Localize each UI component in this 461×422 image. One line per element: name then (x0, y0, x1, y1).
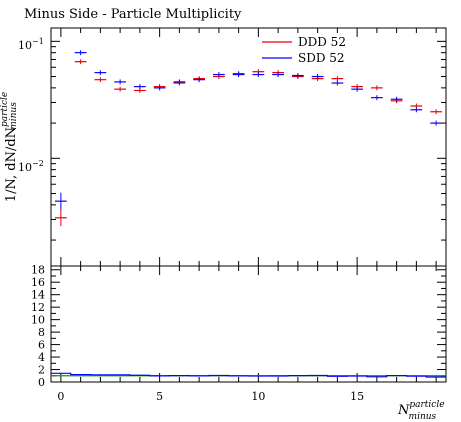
ratio-y-tick-label: 0 (38, 376, 45, 389)
ratio-point (99, 374, 101, 376)
ratio-point (139, 374, 141, 376)
ratio-point (238, 375, 240, 377)
ratio-series (51, 372, 446, 378)
y-tick-label-1e-1: 10−1 (18, 37, 44, 52)
main-y-axis-label: 1/N, dN/dNparticleminus (0, 92, 19, 202)
y-tick-label-1e-2: 10−2 (18, 159, 44, 174)
ratio-plot-frame (50, 265, 447, 383)
legend: DDD 52 SDD 52 (262, 35, 346, 65)
series-ddd-52 (55, 59, 442, 227)
ratio-point (80, 373, 82, 376)
main-series (55, 50, 442, 227)
series-sdd-52 (55, 50, 442, 210)
ratio-y-tick-label: 6 (38, 339, 45, 352)
ratio-point (317, 374, 319, 377)
ratio-y-tick-label: 8 (38, 326, 45, 339)
ratio-point (60, 375, 62, 377)
ratio-y-tick-label: 4 (38, 351, 45, 364)
ratio-point (119, 375, 121, 377)
ratio-series-1 (51, 372, 446, 378)
main-plot-frame (50, 27, 447, 267)
x-tick-label: 0 (57, 390, 64, 403)
x-tick-label: 5 (156, 390, 163, 403)
ratio-point (257, 375, 259, 377)
x-tick-label: 15 (350, 390, 364, 403)
ratio-point (277, 375, 279, 377)
ratio-point (178, 375, 180, 377)
ratio-y-tick-label: 14 (31, 289, 45, 302)
x-axis-label: Nparticle minus (397, 400, 445, 422)
legend-sdd-label: SDD 52 (298, 51, 345, 65)
y-label-sup: particle (0, 92, 10, 127)
ratio-point (99, 375, 101, 377)
main-axis-ticks (51, 28, 446, 266)
ratio-point (60, 372, 62, 374)
ratio-point (356, 375, 358, 377)
ratio-point (119, 374, 121, 376)
y-label-text: 1/N, dN/dN (4, 127, 19, 202)
ratio-point (396, 374, 398, 377)
ratio-point (376, 375, 378, 377)
ratio-point (80, 375, 82, 377)
svg-text:1/N, dN/dNparticleminus: 1/N, dN/dNparticleminus (0, 92, 19, 202)
chart-title: Minus Side - Particle Multiplicity (24, 7, 242, 22)
ratio-y-tick-label: 16 (31, 276, 45, 289)
ratio-y-tick-label: 2 (38, 364, 45, 377)
ratio-point (336, 375, 338, 377)
ratio-point (415, 375, 417, 377)
ratio-point (218, 374, 220, 377)
x-tick-label: 10 (251, 390, 265, 403)
ratio-point (198, 375, 200, 377)
ratio-line (51, 372, 446, 378)
ratio-point (435, 375, 437, 377)
y-label-sub: minus (9, 102, 19, 130)
ratio-point (376, 376, 378, 378)
ratio-y-tick-label: 18 (31, 264, 45, 277)
ratio-point (297, 375, 299, 377)
ratio-y-tick-label: 10 (31, 314, 45, 327)
ratio-point (435, 376, 437, 378)
ratio-y-tick-label: 12 (31, 301, 45, 314)
legend-ddd-label: DDD 52 (298, 35, 346, 49)
ratio-point (159, 375, 161, 377)
